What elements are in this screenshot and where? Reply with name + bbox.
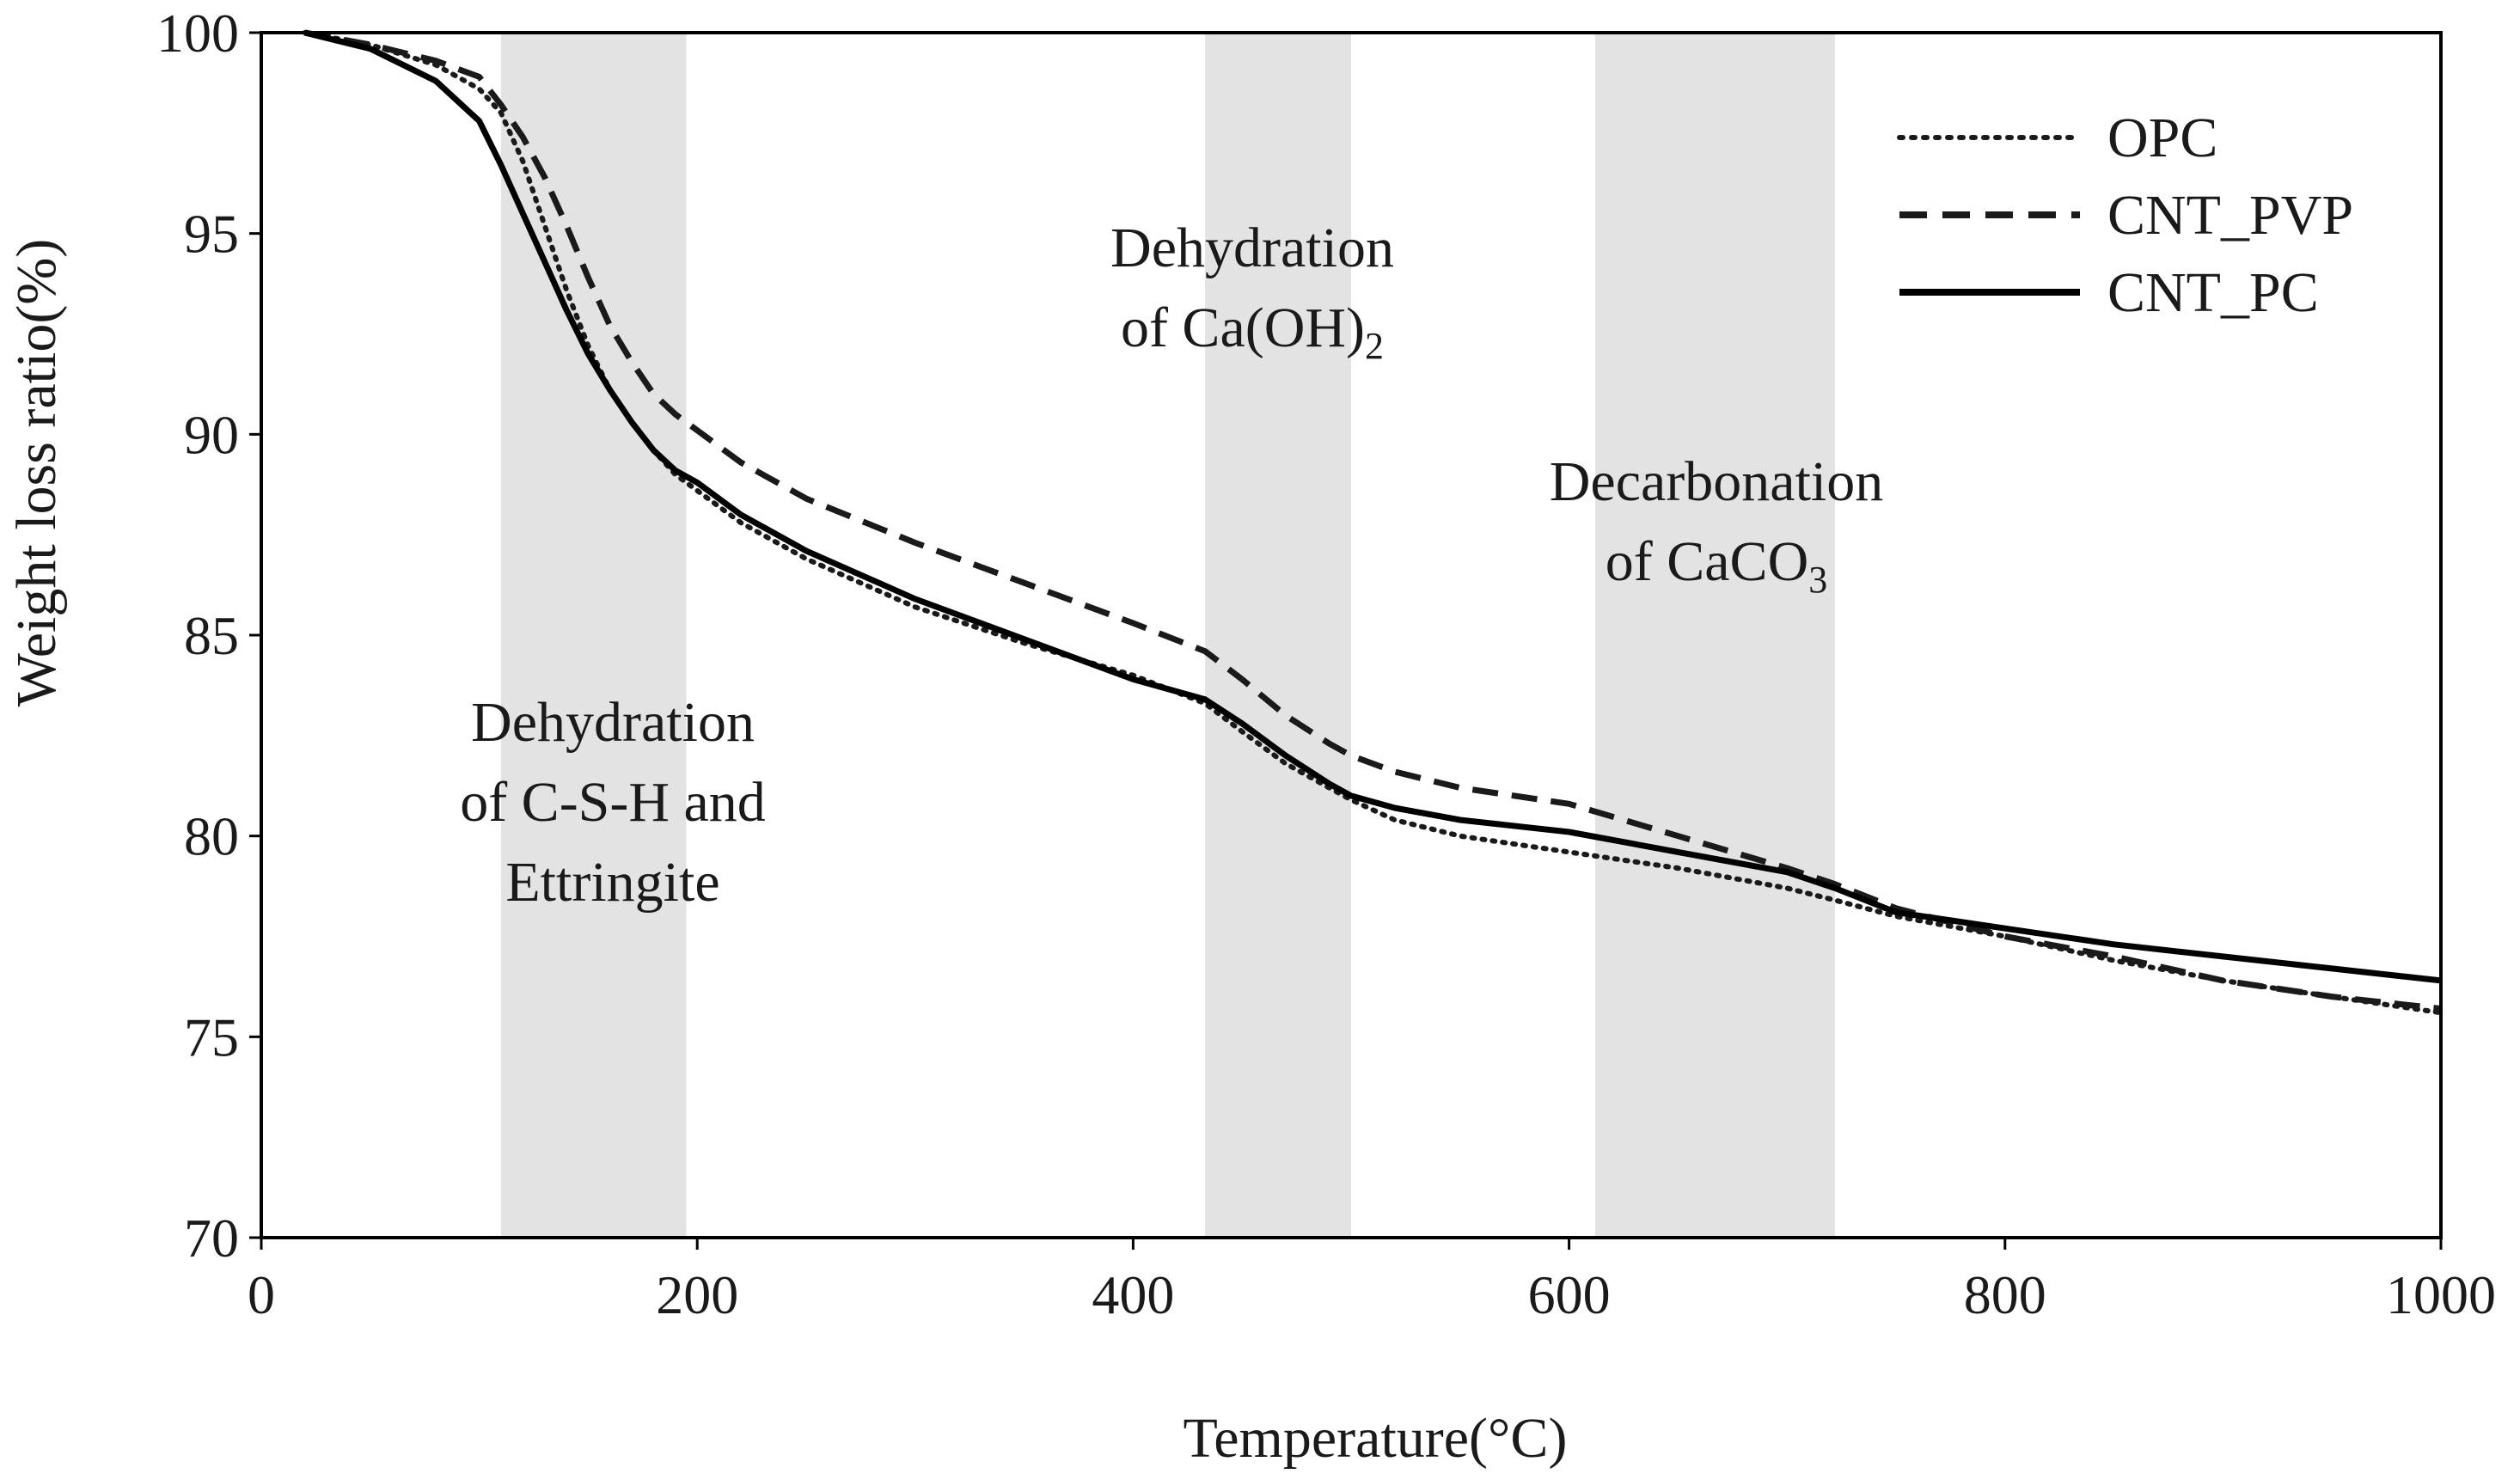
legend-label-opc: OPC xyxy=(2107,107,2217,169)
x-tick-label: 600 xyxy=(1528,1264,1611,1325)
annotation-caoh2-subscript: 2 xyxy=(1365,325,1384,367)
x-tick-label: 0 xyxy=(248,1264,275,1325)
annotation-caco3-main: of CaCO xyxy=(1606,530,1808,593)
series-line-cnt-pvp xyxy=(304,29,2442,1012)
x-tick-label: 200 xyxy=(656,1264,738,1325)
shaded-regions xyxy=(500,33,1835,1238)
annotation-caco3-line1: Decarbonation xyxy=(1550,450,1884,513)
annotation-caoh2-line2: of Ca(OH)2 xyxy=(1121,297,1384,367)
y-tick-label: 95 xyxy=(184,204,239,265)
legend: OPC CNT_PVP CNT_PC xyxy=(1897,107,2353,324)
y-tick-label: 100 xyxy=(156,3,239,64)
series-lines xyxy=(302,29,2444,1016)
annotation-caoh2-line1: Dehydration xyxy=(1110,217,1394,279)
annotation-csh-line1: Dehydration xyxy=(471,691,755,754)
annotation-csh-line2: of C-S-H and xyxy=(460,771,766,834)
series-line-cnt-pc xyxy=(303,29,2442,984)
shaded-region-caoh2 xyxy=(1205,33,1351,1238)
legend-label-cnt-pc: CNT_PC xyxy=(2107,261,2319,324)
y-tick-label: 90 xyxy=(184,404,239,465)
shaded-region-caco3 xyxy=(1595,33,1835,1238)
annotation-csh-line3: Ettringite xyxy=(505,851,719,914)
x-tick-label: 1000 xyxy=(2386,1264,2496,1325)
annotation-caco3-subscript: 3 xyxy=(1808,559,1827,601)
x-axis-title: Temperature(°C) xyxy=(1184,1407,1568,1470)
y-axis-title: Weight loss ratio(%) xyxy=(5,239,68,707)
series-line-opc xyxy=(302,30,2444,1016)
shaded-region-csh-ettringite xyxy=(500,33,687,1238)
y-tick-label: 70 xyxy=(184,1208,239,1269)
annotation-caoh2-main: of Ca(OH) xyxy=(1121,297,1365,359)
x-tick-label: 800 xyxy=(1964,1264,2046,1325)
y-tick-label: 85 xyxy=(184,605,239,666)
annotation-caco3-line2: of CaCO3 xyxy=(1606,530,1827,601)
y-tick-label: 80 xyxy=(184,806,239,867)
axis-ticks: 0 200 400 600 800 1000 70 75 80 85 90 95 100 xyxy=(156,3,2496,1325)
x-tick-label: 400 xyxy=(1092,1264,1174,1325)
legend-label-cnt-pvp: CNT_PVP xyxy=(2107,184,2353,247)
y-tick-label: 75 xyxy=(184,1006,239,1067)
